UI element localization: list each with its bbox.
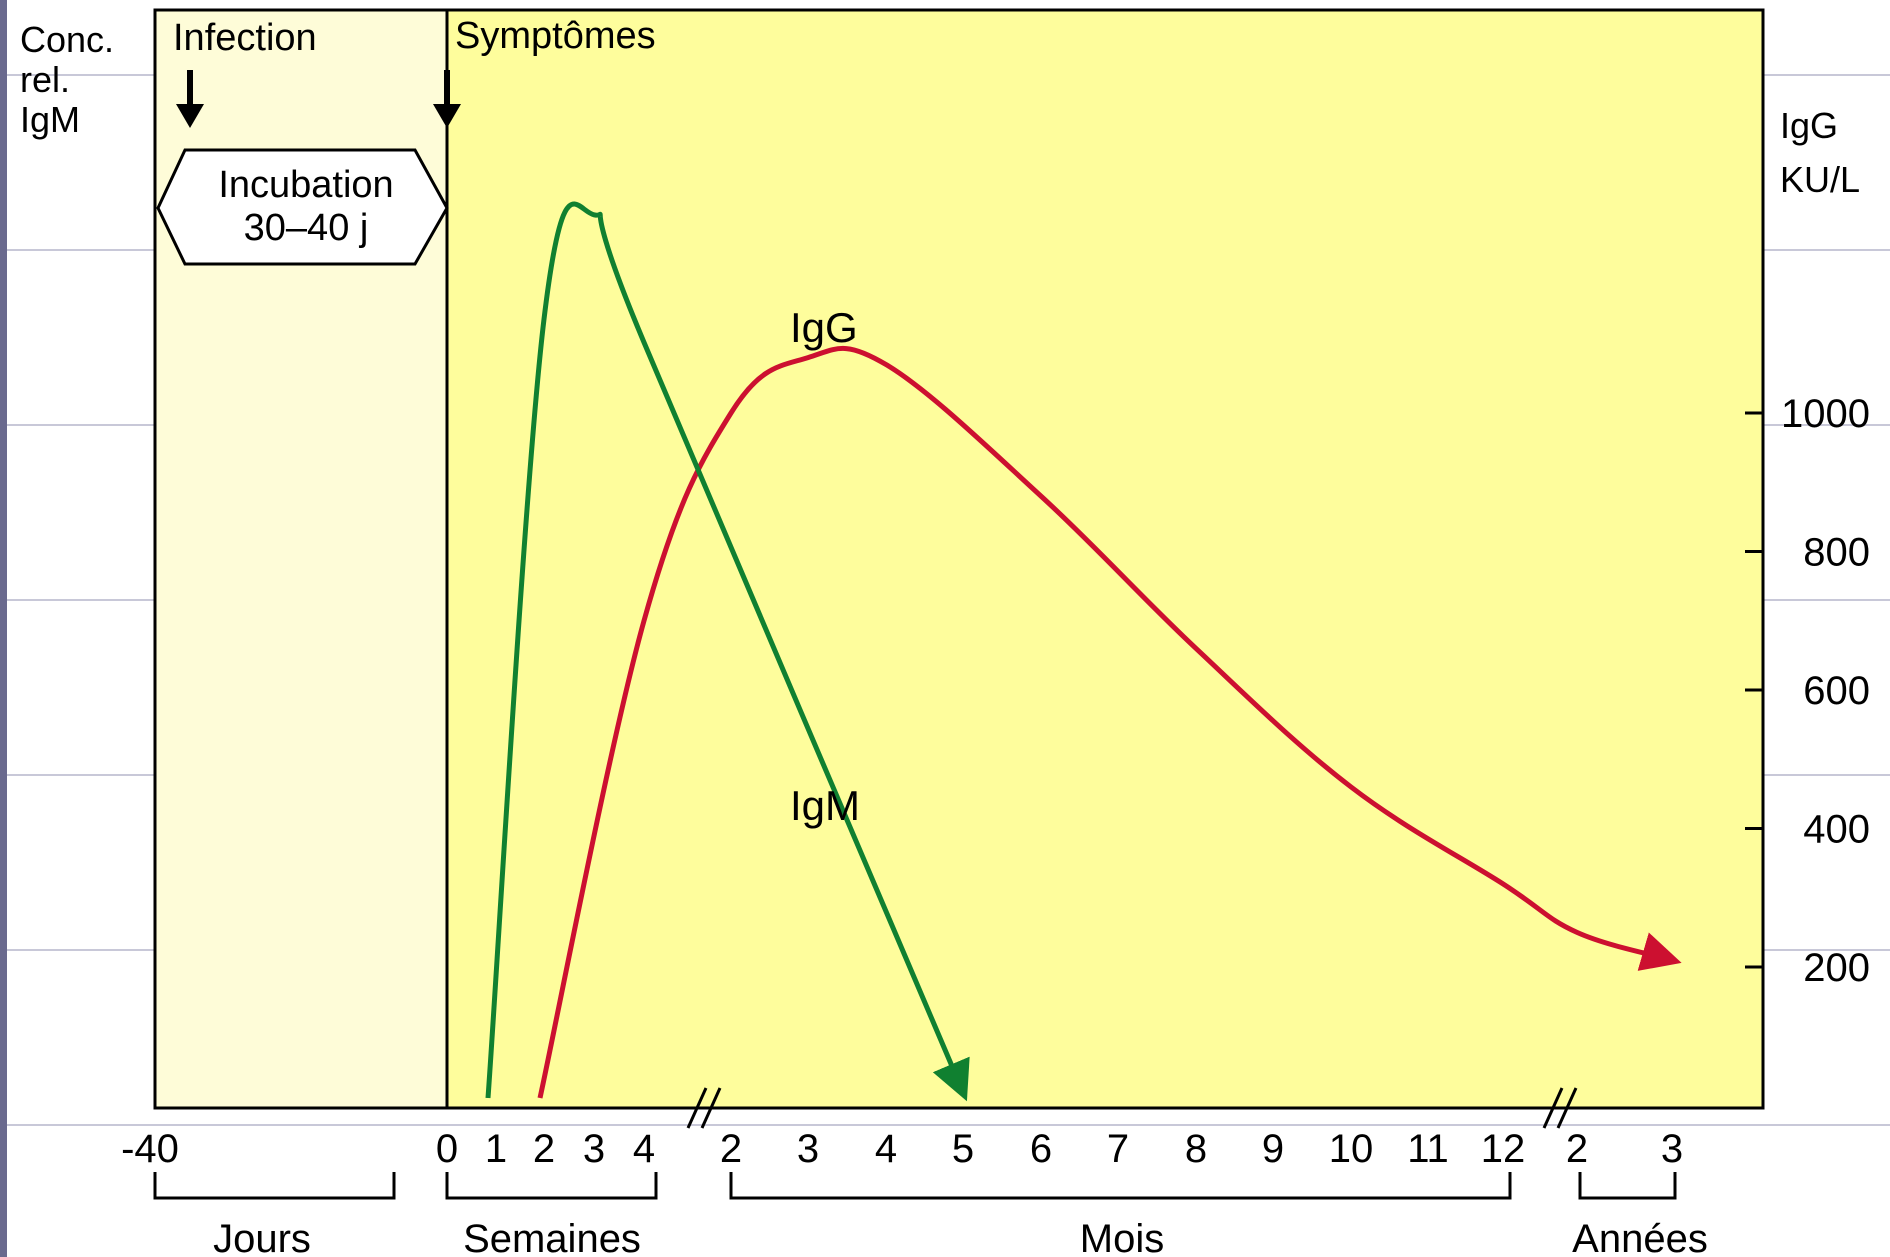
x-group-bracket: [729, 1172, 1512, 1200]
x-tick-label: 9: [1262, 1127, 1284, 1171]
series-label-igm: IgM: [790, 782, 860, 829]
x-tick-label: 10: [1329, 1127, 1374, 1171]
x-group-bracket: [445, 1172, 658, 1200]
right-axis-label-1: IgG: [1780, 105, 1838, 146]
x-tick-label: 0: [436, 1127, 458, 1171]
x-tick-label: -40: [121, 1127, 179, 1171]
x-tick-label: 7: [1107, 1127, 1129, 1171]
x-tick-label: 1: [485, 1127, 507, 1171]
x-tick-label: 2: [720, 1127, 742, 1171]
series-label-igg: IgG: [790, 304, 858, 351]
right-axis-label-2: KU/L: [1780, 159, 1860, 200]
x-tick-label: 12: [1481, 1127, 1526, 1171]
x-group-bracket: [1578, 1172, 1677, 1200]
x-tick-label: 4: [633, 1127, 655, 1171]
x-group-label: Années: [1572, 1217, 1708, 1257]
x-tick-label: 6: [1030, 1127, 1052, 1171]
left-axis-label-2: rel.: [20, 59, 70, 100]
series-line-igg: [537, 345, 1682, 1099]
x-group-label: Mois: [1080, 1217, 1164, 1257]
symptoms-label: Symptômes: [455, 15, 656, 57]
incubation-box: [156, 148, 449, 266]
left-edge-strip: [0, 0, 7, 1257]
right-axis: 200 400 600 800 1000: [1745, 392, 1870, 990]
infection-label: Infection: [173, 17, 317, 59]
plot-frame: [153, 8, 1765, 1110]
x-group-bracket: [153, 1172, 396, 1200]
right-axis-tick-label: 400: [1803, 808, 1870, 852]
right-axis-tick-label: 1000: [1781, 392, 1870, 436]
x-tick-label: 3: [797, 1127, 819, 1171]
left-axis-label-3: IgM: [20, 99, 80, 140]
right-axis-tick-label: 800: [1803, 531, 1870, 575]
x-tick-label: 4: [875, 1127, 897, 1171]
x-group-label: Jours: [213, 1217, 311, 1257]
axis-break-mark: [1542, 1087, 1578, 1129]
symptoms-down-arrow-icon: [433, 70, 461, 128]
infection-down-arrow-icon: [176, 70, 204, 128]
series-line-igm: [485, 201, 970, 1102]
x-tick-label: 5: [952, 1127, 974, 1171]
x-tick-label: 2: [1566, 1127, 1588, 1171]
incubation-label-line2: 30–40 j: [244, 207, 369, 249]
series-layer: [485, 201, 1682, 1102]
x-tick-label: 3: [583, 1127, 605, 1171]
right-axis-tick-label: 600: [1803, 669, 1870, 713]
x-tick-label: 3: [1661, 1127, 1683, 1171]
incubation-label-line1: Incubation: [218, 164, 393, 206]
x-tick-label: 11: [1407, 1127, 1449, 1171]
axis-break-mark: [686, 1087, 722, 1129]
x-tick-label: 2: [533, 1127, 555, 1171]
right-axis-tick-label: 200: [1803, 946, 1870, 990]
left-axis-label-1: Conc.: [20, 19, 114, 60]
x-tick-label: 8: [1185, 1127, 1207, 1171]
x-group-label: Semaines: [463, 1217, 641, 1257]
